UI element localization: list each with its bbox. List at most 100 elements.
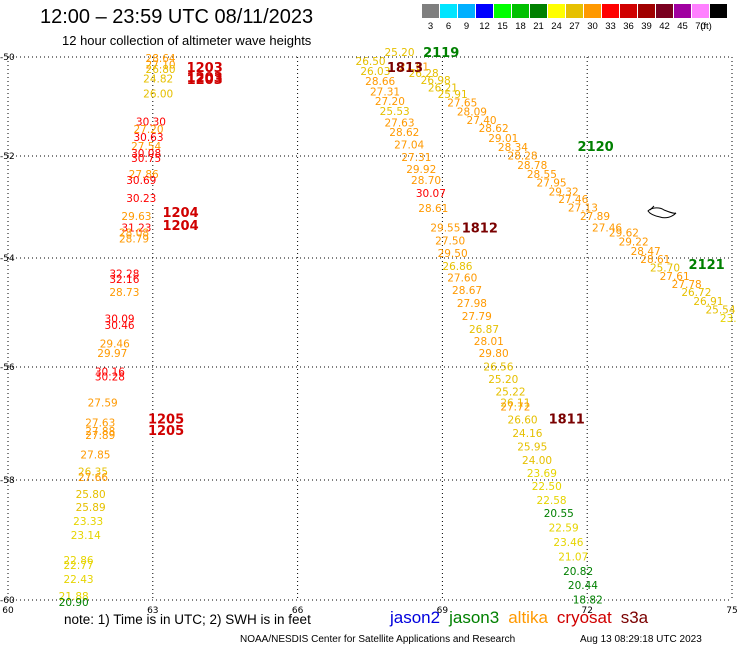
legend-swatch xyxy=(422,4,439,18)
satellite-key: jason2 jason3 altika cryosat s3a xyxy=(390,608,657,628)
legend-swatch xyxy=(458,4,475,18)
wave-height-value: 18.82 xyxy=(573,595,603,607)
legend-swatch xyxy=(476,4,493,18)
wave-height-value: 27.60 xyxy=(447,272,477,284)
color-legend: 3 6 9 12 15 18 21 24 27 30 33 36 39 42 45 70 (ft) xyxy=(422,4,728,32)
pass-id-label: 1203 xyxy=(187,61,223,76)
lon-tick-label: 69 xyxy=(437,606,449,616)
wave-height-value: 29.55 xyxy=(430,222,460,234)
pass-id-label: 1811 xyxy=(549,413,585,428)
pass-id-label: 1813 xyxy=(387,61,423,76)
footnote: note: 1) Time is in UTC; 2) SWH is in fe… xyxy=(64,612,311,627)
wave-height-value: 28.01 xyxy=(474,336,504,348)
wave-height-value: 29.50 xyxy=(438,248,468,260)
wave-height-value: 27.95 xyxy=(537,178,567,190)
wave-height-value: 21.07 xyxy=(558,551,588,563)
wave-height-value: 26.60 xyxy=(508,415,538,427)
wave-height-value: 23.33 xyxy=(73,516,103,528)
satellite-s3a: s3a xyxy=(620,608,649,627)
legend-label: 39 xyxy=(641,21,652,32)
legend-swatch xyxy=(638,4,655,18)
lon-tick-label: 60 xyxy=(2,606,14,616)
wave-height-value: 26.00 xyxy=(143,89,173,101)
pass-id-label: 2120 xyxy=(578,140,614,155)
wave-height-value: 27.65 xyxy=(447,98,477,110)
wave-height-value: 28.28 xyxy=(508,151,538,163)
satellite-cryosat: cryosat xyxy=(556,608,612,627)
wave-height-value: 29.22 xyxy=(619,236,649,248)
wave-height-value: 27.89 xyxy=(85,430,115,442)
wave-height-value: 30.28 xyxy=(95,372,125,384)
satellite-jason3: jason3 xyxy=(449,608,500,627)
wave-height-value: 30.23 xyxy=(126,193,156,205)
wave-height-value: 28.47 xyxy=(631,246,661,258)
wave-height-value: 27.63 xyxy=(85,417,115,429)
legend-swatch xyxy=(440,4,457,18)
satellite-altika: altika xyxy=(508,608,548,627)
wave-height-value: 26.50 xyxy=(356,56,386,68)
page-title: 12:00 – 23:59 UTC 08/11/2023 xyxy=(40,6,314,28)
lat-tick-label: -52 xyxy=(0,152,15,162)
wave-height-value: 27.89 xyxy=(580,211,610,223)
wave-height-value: 27.20 xyxy=(133,124,163,136)
lon-tick-label: 63 xyxy=(147,606,158,616)
legend-swatch xyxy=(494,4,511,18)
pass-id-label: 1812 xyxy=(462,222,498,237)
wave-height-value: 28.61 xyxy=(640,254,670,266)
wave-height-value: 27.79 xyxy=(462,311,492,323)
legend-swatch xyxy=(584,4,601,18)
legend-label: 42 xyxy=(659,21,670,32)
wave-height-value: 26.87 xyxy=(469,324,499,336)
pass-id-label: 1204 xyxy=(162,219,198,234)
wave-height-value: 30.75 xyxy=(131,153,161,165)
wave-height-value: 29.80 xyxy=(479,348,509,360)
wave-height-value: 23.69 xyxy=(527,468,557,480)
wave-height-value: 22.59 xyxy=(549,523,579,535)
wave-height-value: 26.98 xyxy=(421,75,451,87)
wave-height-value: 27.50 xyxy=(435,236,465,248)
wave-height-value: 28.55 xyxy=(527,169,557,181)
wave-height-value: 27.98 xyxy=(457,298,487,310)
wave-height-value: 20.90 xyxy=(59,597,89,609)
wave-height-value: 30.08 xyxy=(131,148,161,160)
wave-height-value: 20.82 xyxy=(563,566,593,578)
legend-swatch xyxy=(566,4,583,18)
legend-label: 18 xyxy=(515,21,526,32)
wave-height-value: 25.89 xyxy=(76,502,106,514)
wave-height-value: 27.46 xyxy=(558,194,588,206)
legend-label: 3 xyxy=(427,21,434,32)
wave-height-value: 20.55 xyxy=(544,508,574,520)
wave-height-value: 30.30 xyxy=(136,116,166,128)
pass-id-label: 1205 xyxy=(148,413,184,428)
wave-height-value: 28.64 xyxy=(146,53,176,65)
legend-swatch xyxy=(674,4,691,18)
wave-height-value: 29.62 xyxy=(609,228,639,240)
wave-height-value: 27.61 xyxy=(399,61,429,73)
wave-height-value: 30.16 xyxy=(95,366,125,378)
wave-height-value: 22.50 xyxy=(532,481,562,493)
wave-height-value: 27.13 xyxy=(568,203,598,215)
wave-height-value: 27.10 xyxy=(146,59,176,71)
legend-label: 45 xyxy=(677,21,688,32)
pass-id-label: 2119 xyxy=(423,46,459,61)
wave-height-value: 27.20 xyxy=(375,96,405,108)
wave-height-value: 25.91 xyxy=(438,89,468,101)
wave-height-value: 23.46 xyxy=(553,537,583,549)
wave-height-value: 27.72 xyxy=(500,402,530,414)
wave-height-value: 27.78 xyxy=(672,279,702,291)
wave-height-value: 26.72 xyxy=(681,287,711,299)
wave-height-value: 26.35 xyxy=(78,466,108,478)
wave-height-value: 30.07 xyxy=(416,188,446,200)
wave-height-value: 28.70 xyxy=(411,175,441,187)
wave-height-value: 30.63 xyxy=(133,132,163,144)
wave-height-value: 25.20 xyxy=(384,47,414,59)
legend-label: 15 xyxy=(497,21,508,32)
pass-identifiers: 1203120312031204120412051205181318121811… xyxy=(148,46,725,439)
lat-tick-label: -56 xyxy=(0,363,15,373)
page-subtitle: 12 hour collection of altimeter wave hei… xyxy=(62,33,312,48)
wave-height-value: 27.85 xyxy=(80,450,110,462)
credit-line: NOAA/NESDIS Center for Satellite Applica… xyxy=(240,634,516,645)
map-grid xyxy=(7,56,733,601)
